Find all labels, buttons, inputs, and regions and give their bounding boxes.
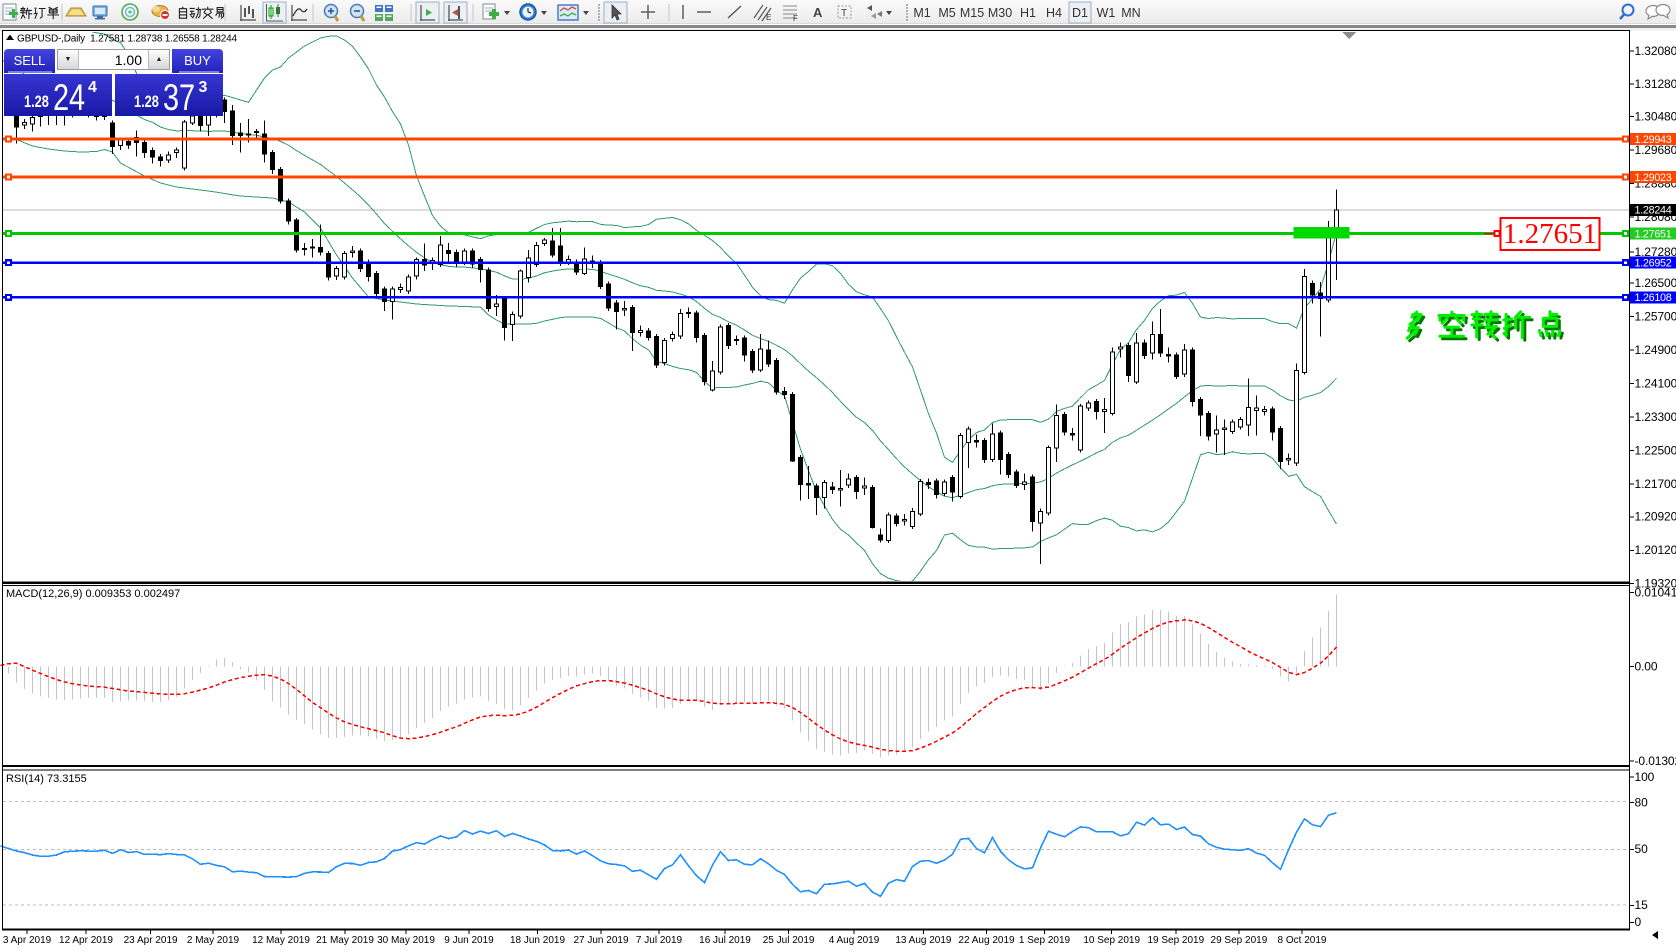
svg-text:1.25700: 1.25700 (1635, 310, 1676, 324)
svg-text:1.26952: 1.26952 (1635, 257, 1672, 269)
svg-text:19 Sep 2019: 19 Sep 2019 (1147, 935, 1204, 946)
svg-text:1.20920: 1.20920 (1635, 510, 1676, 524)
svg-text:50: 50 (1635, 842, 1649, 856)
svg-text:E: E (766, 13, 771, 22)
svg-text:D1: D1 (1072, 6, 1088, 20)
svg-text:22 Aug 2019: 22 Aug 2019 (958, 935, 1015, 946)
svg-text:1.28244: 1.28244 (1635, 205, 1672, 217)
svg-text:8 Oct 2019: 8 Oct 2019 (1278, 935, 1327, 946)
svg-text:A: A (813, 5, 823, 20)
svg-text:1.30480: 1.30480 (1635, 109, 1676, 123)
svg-text:1 Sep 2019: 1 Sep 2019 (1019, 935, 1071, 946)
svg-text:M5: M5 (938, 6, 955, 20)
svg-text:1.27280: 1.27280 (1635, 245, 1676, 259)
svg-text:25 Jul 2019: 25 Jul 2019 (763, 935, 815, 946)
svg-text:1.21700: 1.21700 (1635, 477, 1676, 491)
svg-text:MN: MN (1121, 6, 1140, 20)
svg-text:13 Aug 2019: 13 Aug 2019 (895, 935, 952, 946)
svg-text:16 Jul 2019: 16 Jul 2019 (699, 935, 751, 946)
svg-text:0.010419: 0.010419 (1635, 585, 1676, 599)
svg-text:1.26500: 1.26500 (1635, 276, 1676, 290)
svg-text:H1: H1 (1020, 6, 1036, 20)
svg-text:80: 80 (1635, 795, 1649, 809)
svg-text:W1: W1 (1097, 6, 1116, 20)
svg-text:1.29680: 1.29680 (1635, 143, 1676, 157)
svg-text:10 Sep 2019: 10 Sep 2019 (1083, 935, 1140, 946)
svg-text:1.24100: 1.24100 (1635, 377, 1676, 391)
svg-text:1.20120: 1.20120 (1635, 543, 1676, 557)
svg-text:7 Jul 2019: 7 Jul 2019 (636, 935, 683, 946)
svg-text:T: T (841, 8, 847, 19)
svg-text:12 May 2019: 12 May 2019 (252, 935, 310, 946)
svg-text:GBPUSD-,Daily 1.27581 1.28738: GBPUSD-,Daily 1.27581 1.28738 1.26558 1.… (17, 34, 237, 45)
svg-text:F: F (793, 14, 798, 23)
svg-text:15: 15 (1635, 898, 1649, 912)
svg-text:18 Jun 2019: 18 Jun 2019 (510, 935, 565, 946)
svg-text:-0.013027: -0.013027 (1635, 754, 1676, 768)
svg-text:27 Jun 2019: 27 Jun 2019 (573, 935, 628, 946)
svg-text:30 May 2019: 30 May 2019 (377, 935, 435, 946)
svg-text:M30: M30 (988, 6, 1012, 20)
svg-text:1.29023: 1.29023 (1635, 172, 1672, 184)
svg-text:1.24900: 1.24900 (1635, 343, 1676, 357)
svg-text:21 May 2019: 21 May 2019 (316, 935, 374, 946)
svg-text:3 Apr 2019: 3 Apr 2019 (3, 935, 52, 946)
svg-text:1.26108: 1.26108 (1635, 292, 1672, 304)
svg-text:1.27651: 1.27651 (1503, 218, 1597, 250)
svg-text:1.23300: 1.23300 (1635, 410, 1676, 424)
svg-text:0: 0 (1635, 915, 1642, 929)
svg-text:M1: M1 (913, 6, 930, 20)
svg-text:29 Sep 2019: 29 Sep 2019 (1211, 935, 1268, 946)
svg-text:1.19320: 1.19320 (1635, 576, 1676, 590)
svg-text:RSI(14) 73.3155: RSI(14) 73.3155 (6, 773, 87, 785)
svg-text:1.31280: 1.31280 (1635, 77, 1676, 91)
svg-text:1.29943: 1.29943 (1635, 134, 1672, 146)
svg-text:1.32080: 1.32080 (1635, 44, 1676, 58)
svg-text:100: 100 (1635, 770, 1655, 784)
svg-text:1.27651: 1.27651 (1635, 228, 1672, 240)
svg-text:23 Apr 2019: 23 Apr 2019 (124, 935, 178, 946)
svg-text:2 May 2019: 2 May 2019 (187, 935, 240, 946)
svg-text:12 Apr 2019: 12 Apr 2019 (59, 935, 113, 946)
svg-text:MACD(12,26,9) 0.009353 0.00249: MACD(12,26,9) 0.009353 0.002497 (6, 588, 180, 600)
svg-text:4 Aug 2019: 4 Aug 2019 (829, 935, 880, 946)
svg-text:M15: M15 (960, 6, 984, 20)
svg-text:1.22500: 1.22500 (1635, 444, 1676, 458)
svg-text:H4: H4 (1046, 6, 1062, 20)
svg-text:0.00: 0.00 (1635, 659, 1658, 673)
svg-text:9 Jun 2019: 9 Jun 2019 (444, 935, 494, 946)
